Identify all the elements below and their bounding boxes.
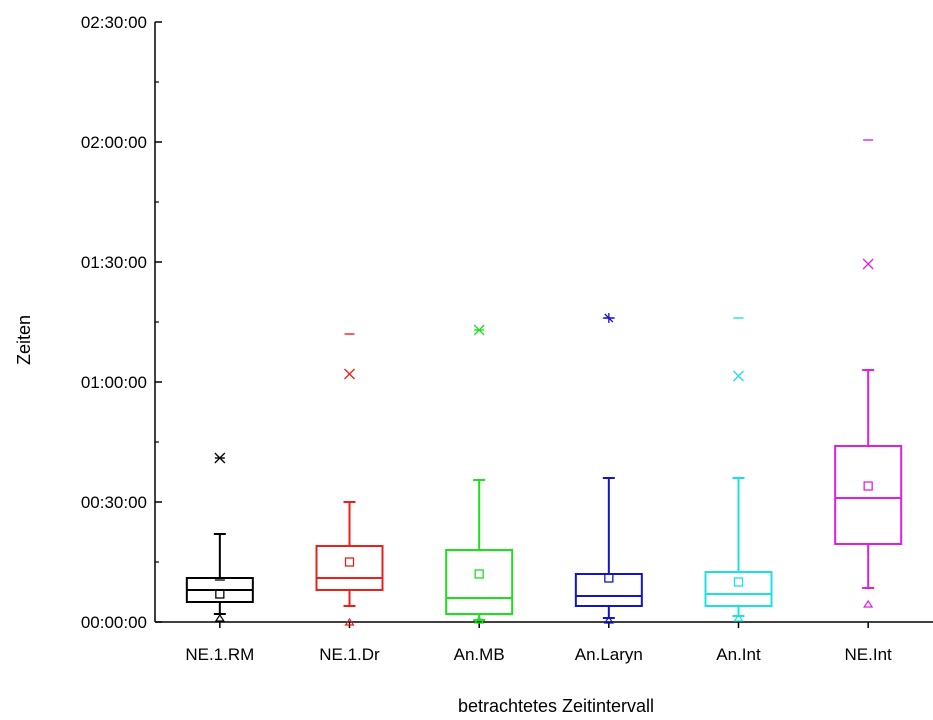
box-group [704,317,773,622]
x-tick-label: NE.1.Dr [319,645,380,664]
y-tick-label: 02:30:00 [81,13,147,32]
mean-marker [733,577,744,587]
x-tick-label: An.Laryn [575,645,643,664]
box-iqr [834,445,903,545]
axes: 00:00:00 00:30:00 01:00:00 01:30:00 02:00:00… [81,13,933,664]
box-iqr [704,571,773,607]
box-iqr [315,545,384,591]
x-axis-title: betrachtetes Zeitintervall [458,696,654,716]
x-tick-label: An.MB [454,645,505,664]
p99-marker [344,368,355,380]
mean-marker [604,573,614,583]
boxes [185,139,903,626]
y-tick-label: 02:00:00 [81,133,147,152]
p99-marker [214,452,226,464]
box-group [315,333,384,626]
min-marker [863,599,874,608]
p99-marker [733,370,744,382]
y-tick-label: 00:30:00 [81,493,147,512]
y-tick-label: 00:00:00 [81,613,147,632]
box-group [574,313,643,624]
min-marker [344,617,355,626]
box-group [445,324,514,624]
y-tick-label: 01:30:00 [81,253,147,272]
mean-marker [863,481,873,491]
min-marker [733,613,744,622]
min-marker [603,615,614,624]
box-iqr [445,549,514,615]
mean-marker [474,569,484,579]
y-axis-title: Zeiten [14,315,34,365]
min-marker [214,613,225,622]
box-group [834,139,903,608]
box-group [185,452,254,622]
mean-marker [215,589,225,599]
min-marker [474,615,485,624]
x-tick-label: An.Int [716,645,761,664]
mean-marker [344,557,355,567]
p99-marker [473,324,485,336]
p99-marker [602,313,615,323]
p99-marker [862,258,874,270]
y-tick-label: 01:00:00 [81,373,147,392]
x-tick-label: NE.1.RM [185,645,254,664]
x-tick-label: NE.Int [845,645,893,664]
box-iqr [574,573,643,607]
